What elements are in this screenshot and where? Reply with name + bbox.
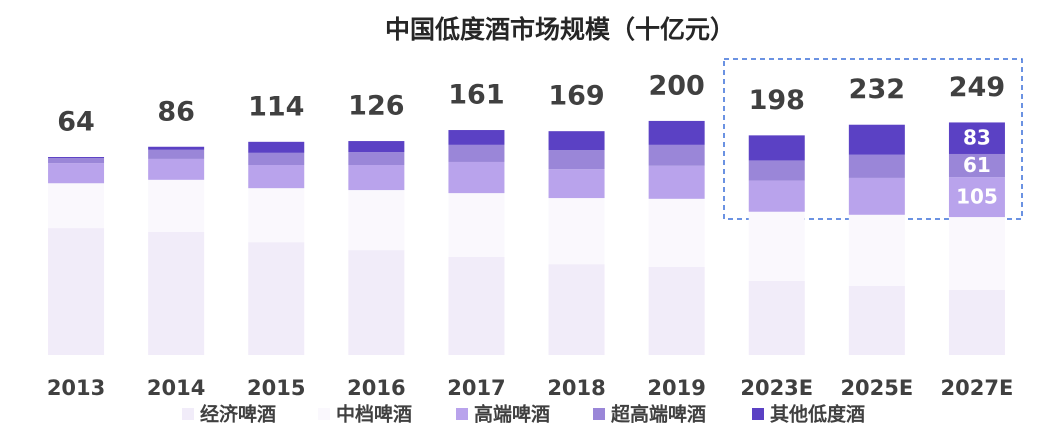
legend-label: 中档啤酒 — [336, 403, 412, 426]
bar-segment — [248, 152, 305, 165]
bar-segment — [748, 160, 805, 181]
legend-swatch — [593, 408, 605, 420]
bar-segment — [548, 198, 605, 265]
legend-label: 其他低度酒 — [770, 403, 865, 426]
bar-segment — [848, 285, 905, 355]
bar-segment — [248, 188, 305, 243]
legend-swatch — [318, 408, 330, 420]
legend-swatch — [182, 408, 194, 420]
data-label: 83 — [963, 126, 991, 150]
x-tick-label: 2016 — [347, 376, 405, 400]
bar-segment — [848, 154, 905, 178]
bar-segment — [348, 165, 405, 191]
bar-segment — [148, 158, 205, 180]
total-label: 232 — [849, 74, 905, 105]
bar-segment — [448, 193, 505, 257]
x-tick-label: 2013 — [47, 376, 105, 400]
bar-segment — [848, 124, 905, 155]
bar-segment — [348, 190, 405, 251]
data-label: 61 — [963, 153, 991, 177]
x-tick-label: 2019 — [647, 376, 705, 400]
x-tick-label: 2014 — [147, 376, 205, 400]
bar-segment — [748, 211, 805, 281]
bar-segment — [348, 250, 405, 355]
total-label: 126 — [348, 91, 404, 122]
bar-segment — [848, 214, 905, 286]
bar-segment — [648, 165, 705, 199]
legend-swatch — [752, 408, 764, 420]
bar-segment — [148, 231, 205, 355]
bar-segment — [448, 144, 505, 162]
x-tick-label: 2023E — [740, 376, 813, 400]
bar-segment — [48, 228, 105, 355]
bar-segment — [548, 131, 605, 151]
bar-segment — [948, 290, 1005, 355]
bar-segment — [648, 120, 705, 145]
bar-segment — [248, 242, 305, 355]
bar-segment — [548, 169, 605, 199]
bar-segment — [248, 141, 305, 153]
bar-segment — [448, 161, 505, 194]
bar-segment — [948, 153, 1005, 178]
data-label: 105 — [956, 185, 998, 209]
bar-segment — [48, 158, 105, 164]
x-tick-label: 2015 — [247, 376, 305, 400]
legend-swatch — [456, 408, 468, 420]
bar-segment — [348, 152, 405, 165]
chart-title: 中国低度酒市场规模（十亿元） — [385, 15, 735, 44]
total-label: 169 — [548, 81, 604, 112]
bar-segment — [948, 177, 1005, 218]
bar-segment — [148, 149, 205, 159]
bar-segment — [248, 165, 305, 189]
x-tick-label: 2017 — [447, 376, 505, 400]
bar-segment — [148, 179, 205, 232]
total-label: 161 — [448, 80, 504, 111]
total-label: 249 — [949, 72, 1005, 103]
x-tick-label: 2025E — [840, 376, 913, 400]
bar-segment — [48, 183, 105, 229]
total-label: 200 — [648, 70, 704, 101]
x-tick-label: 2027E — [941, 376, 1014, 400]
legend-label: 经济啤酒 — [200, 403, 276, 426]
legend-label: 超高端啤酒 — [610, 403, 706, 426]
total-label: 86 — [157, 96, 195, 127]
bar-segment — [748, 280, 805, 355]
bar-segment — [448, 130, 505, 145]
bar-segment — [748, 135, 805, 161]
bar-segment — [548, 150, 605, 170]
bar-segment — [48, 163, 105, 184]
bar-segment — [448, 256, 505, 355]
bar-segment — [648, 144, 705, 166]
x-tick-label: 2018 — [547, 376, 605, 400]
bar-segment — [548, 264, 605, 355]
bar-segment — [748, 180, 805, 212]
total-label: 198 — [749, 85, 805, 116]
bar-segment — [148, 146, 205, 150]
bar-segment — [48, 157, 105, 159]
bar-segment — [948, 217, 1005, 291]
total-label: 64 — [57, 107, 95, 138]
legend-label: 高端啤酒 — [474, 403, 550, 426]
bar-segment — [648, 198, 705, 267]
total-label: 114 — [248, 91, 304, 122]
bar-segment — [648, 266, 705, 355]
bar-segment — [348, 141, 405, 153]
bar-segment — [948, 122, 1005, 154]
bar-segment — [848, 177, 905, 215]
